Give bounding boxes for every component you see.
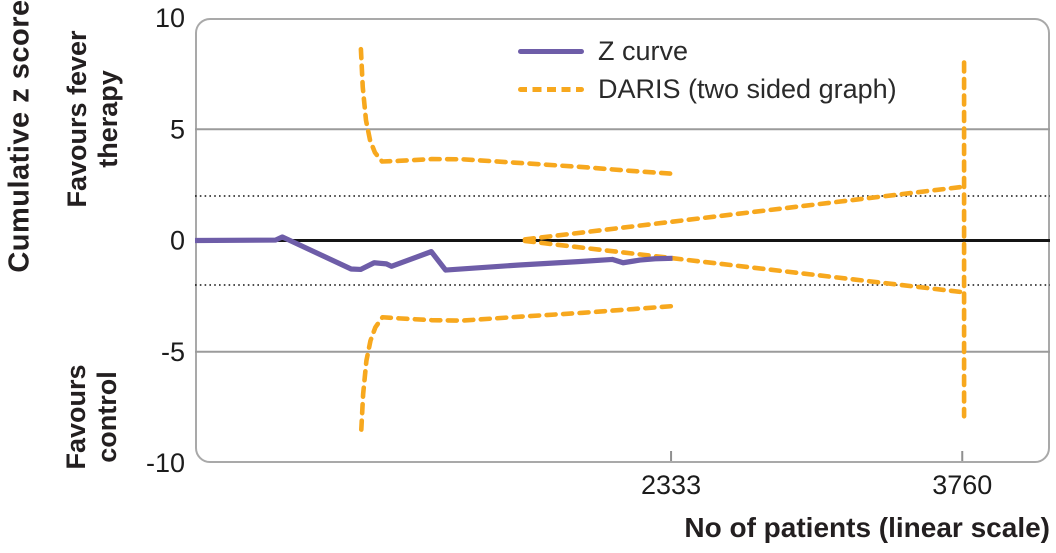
daris-legend-label: DARIS (two sided graph) [598, 73, 897, 104]
x-axis-title: No of patients (linear scale) [684, 512, 1050, 543]
legend-item-daris: DARIS (two sided graph) [518, 74, 897, 104]
z-curve-legend-label: Z curve [598, 35, 689, 66]
x-tick-label-2333: 2333 [641, 470, 701, 500]
daris-line-swatch [518, 86, 584, 92]
z-curve [194, 234, 673, 273]
upper-futility-boundary [522, 184, 967, 242]
y-tick-label--10: -10 [146, 448, 185, 478]
upper-superiority-boundary [358, 46, 675, 177]
z-curve-line-swatch [518, 48, 584, 54]
legend: Z curve DARIS (two sided graph) [518, 36, 897, 104]
y-tick-label-10: 10 [155, 3, 185, 33]
x-tick-label-3760: 3760 [932, 470, 992, 500]
legend-item-z-curve: Z curve [518, 36, 897, 66]
y-tick-label--5: -5 [161, 337, 185, 367]
y-tick-label-5: 5 [170, 114, 185, 144]
lower-superiority-boundary [359, 303, 675, 432]
y-tick-label-0: 0 [170, 226, 185, 256]
lower-futility-boundary [522, 238, 967, 295]
